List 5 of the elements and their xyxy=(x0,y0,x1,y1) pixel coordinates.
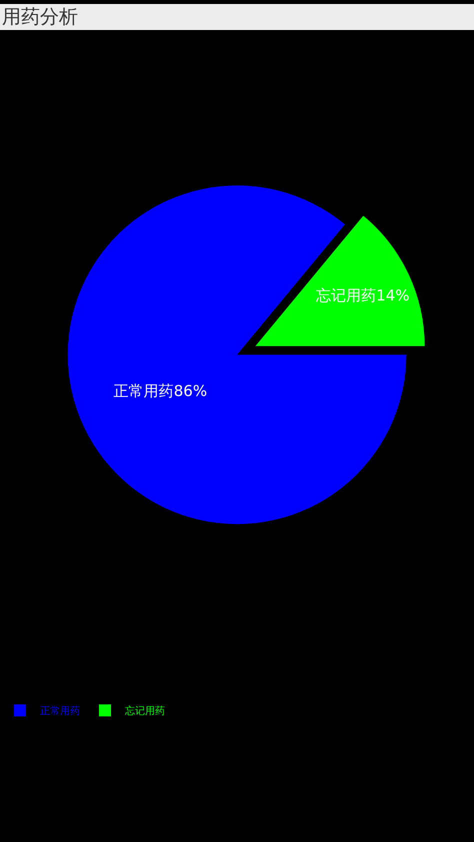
chart-title: 用药分析 xyxy=(2,6,78,28)
legend-label: 忘记用药 xyxy=(125,705,165,718)
data-label: 正常用药86% xyxy=(114,382,208,400)
data-label: 忘记用药14% xyxy=(316,286,410,305)
legend-label: 正常用药 xyxy=(40,705,80,718)
